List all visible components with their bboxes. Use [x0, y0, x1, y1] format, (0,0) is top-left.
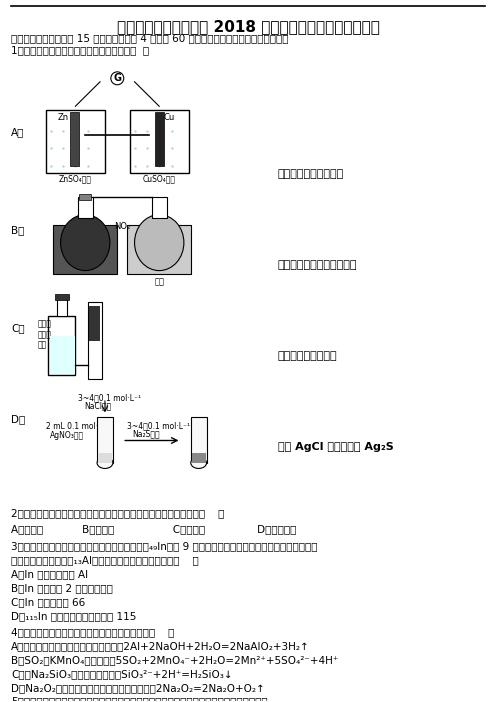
Text: 标准，已知：铟与铝（₁₃Al）同主族，下列说法错误的是（    ）: 标准，已知：铟与铝（₁₃Al）同主族，下列说法错误的是（ ） — [11, 555, 199, 565]
Text: 浙江省杭州市达标名校 2018 年高考五月质量检测化学试题: 浙江省杭州市达标名校 2018 年高考五月质量检测化学试题 — [117, 19, 379, 34]
Text: 验证铁发生析氢腐蚀: 验证铁发生析氢腐蚀 — [278, 351, 337, 361]
Text: A．稀硝酸            B．硝酸铜                  C．稀盐酸                D．氢氧化钠: A．稀硝酸 B．硝酸铜 C．稀盐酸 D．氢氧化钠 — [11, 524, 297, 534]
Bar — [127, 225, 191, 274]
Text: A．In 的金属性大于 Al: A．In 的金属性大于 Al — [11, 569, 88, 579]
Text: 5．以太阳能为热源，热化学硫碘循环分解水是一种高效、环保的制氢方法，其流程图如下：: 5．以太阳能为热源，热化学硫碘循环分解水是一种高效、环保的制氢方法，其流程图如下… — [11, 696, 268, 702]
Text: CuSO₄溶液: CuSO₄溶液 — [143, 175, 176, 184]
Bar — [192, 453, 205, 463]
Text: A．用氢氧化钠溶液去铜粉中的氧质量：2Al+2NaOH+2H₂O=2NaAlO₂+3H₂↑: A．用氢氧化钠溶液去铜粉中的氧质量：2Al+2NaOH+2H₂O=2NaAlO₂… — [11, 641, 310, 651]
Bar — [57, 298, 67, 316]
Text: 浸过的: 浸过的 — [37, 330, 51, 339]
Text: 4．下列化学方程式或离子方程式书写不正确的是（    ）: 4．下列化学方程式或离子方程式书写不正确的是（ ） — [11, 627, 175, 637]
Bar — [152, 197, 167, 218]
Text: 3．中国科学院院士张青莲教授曾主持测定了铟（₄₉In）等 9 种元素相对原子质量的新值，被采用为国际新: 3．中国科学院院士张青莲教授曾主持测定了铟（₄₉In）等 9 种元素相对原子质量… — [11, 541, 318, 551]
Bar — [89, 305, 100, 340]
Bar — [98, 453, 112, 463]
Bar — [78, 197, 93, 218]
Text: D．₁₁₅In 原子的相对原子质量为 115: D．₁₁₅In 原子的相对原子质量为 115 — [11, 611, 136, 621]
Bar — [129, 110, 189, 173]
Text: NO₂: NO₂ — [114, 222, 130, 231]
Bar — [46, 110, 105, 173]
Text: B．In 最外层有 2 种能量的电子: B．In 最外层有 2 种能量的电子 — [11, 583, 113, 593]
Text: 热水: 热水 — [80, 277, 90, 286]
Text: D．Na₂O₂在空气中放置后由淡黄色变为白色：2Na₂O₂=2Na₂O+O₂↑: D．Na₂O₂在空气中放置后由淡黄色变为白色：2Na₂O₂=2Na₂O+O₂↑ — [11, 683, 265, 693]
Text: 验证化学能转化为电能: 验证化学能转化为电能 — [278, 169, 344, 179]
Bar — [55, 294, 69, 300]
Text: G: G — [113, 73, 122, 84]
Text: 3~4滴0.1 mol·L⁻¹: 3~4滴0.1 mol·L⁻¹ — [127, 421, 190, 430]
Text: 一、单选题（本题包括 15 个小题，每小题 4 分，共 60 分，每小题只有一个选项符合题意）: 一、单选题（本题包括 15 个小题，每小题 4 分，共 60 分，每小题只有一个… — [11, 33, 289, 43]
Text: ZnSO₄溶液: ZnSO₄溶液 — [59, 175, 92, 184]
Bar — [88, 302, 102, 379]
Text: D．: D． — [11, 414, 25, 424]
Text: 3~4滴0.1 mol·L⁻¹: 3~4滴0.1 mol·L⁻¹ — [78, 393, 141, 402]
Ellipse shape — [191, 457, 206, 468]
Bar — [53, 225, 117, 274]
Text: C．: C． — [11, 323, 25, 333]
Text: Zn: Zn — [58, 113, 68, 122]
Text: B．SO₂使KMnO₄溶液褪色：5SO₂+2MnO₄⁻+2H₂O=2Mn²⁺+5SO₄²⁻+4H⁺: B．SO₂使KMnO₄溶液褪色：5SO₂+2MnO₄⁻+2H₂O=2Mn²⁺+5… — [11, 655, 339, 665]
Text: 冷水: 冷水 — [154, 277, 164, 286]
Text: 1．下图所示的实验，能达到实验目的的是（  ）: 1．下图所示的实验，能达到实验目的的是（ ） — [11, 45, 149, 55]
Text: C．向Na₂SiO₃溶液中滴加盐酸：SiO₃²⁻+2H⁺=H₂SiO₃↓: C．向Na₂SiO₃溶液中滴加盐酸：SiO₃²⁻+2H⁺=H₂SiO₃↓ — [11, 669, 233, 679]
Text: Na₂S溶液: Na₂S溶液 — [132, 430, 160, 438]
Text: 验证 AgCl 溶解度大于 Ag₂S: 验证 AgCl 溶解度大于 Ag₂S — [278, 442, 393, 452]
Bar — [97, 418, 113, 463]
Ellipse shape — [97, 457, 113, 468]
Bar — [191, 418, 206, 463]
Text: 2．将表面已完全钝化的铝条，插入下列溶液中，不会发生反应的是（    ）: 2．将表面已完全钝化的铝条，插入下列溶液中，不会发生反应的是（ ） — [11, 508, 225, 518]
Text: 证明温度对平衡移动的影响: 证明温度对平衡移动的影响 — [278, 260, 357, 270]
Text: 食盐水: 食盐水 — [37, 319, 51, 329]
Text: 2 mL 0.1 mol·L⁻¹: 2 mL 0.1 mol·L⁻¹ — [46, 423, 109, 431]
Text: A．: A． — [11, 127, 25, 138]
Bar — [48, 316, 75, 376]
Bar — [50, 336, 75, 374]
Text: 铁钉: 铁钉 — [37, 340, 47, 350]
Text: B．: B． — [11, 225, 25, 235]
Bar — [155, 112, 164, 166]
Bar — [70, 112, 79, 166]
Bar — [79, 194, 91, 200]
Text: C．In 的中子数为 66: C．In 的中子数为 66 — [11, 597, 85, 607]
Ellipse shape — [134, 215, 184, 270]
Text: AgNO₃溶液: AgNO₃溶液 — [50, 431, 84, 439]
Text: Cu: Cu — [164, 113, 175, 122]
Text: NaCl溶液: NaCl溶液 — [84, 402, 112, 411]
Ellipse shape — [61, 215, 110, 270]
